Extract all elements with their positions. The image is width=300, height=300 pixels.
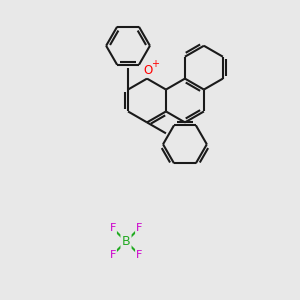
Text: B: B [122,235,130,248]
Text: F: F [110,250,116,260]
Text: +: + [152,59,159,69]
Text: F: F [136,223,142,233]
Text: O: O [144,64,153,77]
Text: F: F [110,223,116,233]
Text: F: F [136,250,142,260]
